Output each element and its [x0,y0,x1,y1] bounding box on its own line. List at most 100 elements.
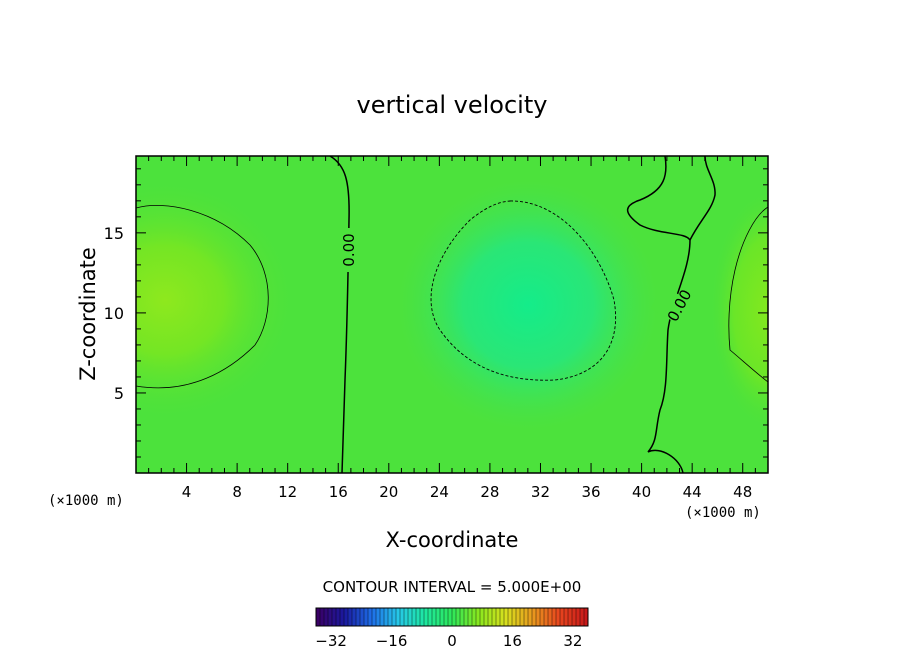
x-tick-label: 32 [531,483,550,501]
colorbar-cell [372,608,377,626]
x-tick-label: 16 [329,483,348,501]
colorbar-cell [500,608,505,626]
colorbar-cell [460,608,465,626]
colorbar-cell [536,608,541,626]
colorbar-cell [384,608,389,626]
colorbar-cell [376,608,381,626]
y-tick-label: 10 [104,304,124,323]
colorbar-cell [580,608,585,626]
x-tick-label: 12 [278,483,297,501]
colorbar-cell [520,608,525,626]
contour-label-left: 0.00 [340,233,358,266]
x-tick-label: 28 [480,483,499,501]
colorbar-frame [315,607,589,627]
contour-line-positive-left [136,205,269,389]
x-axis-label: X-coordinate [386,528,519,552]
colorbar-cell [556,608,561,626]
colorbar-cell [508,608,513,626]
colorbar-cell [540,608,545,626]
contour-label-bg-left [339,228,357,272]
colorbar-cell [544,608,549,626]
colorbar-cell [504,608,509,626]
x-unit-right: (×1000 m) [685,505,761,521]
x-unit-left: (×1000 m) [48,493,124,509]
contour-interval-text: CONTOUR INTERVAL = 5.000E+00 [323,578,582,596]
colorbar-cell [476,608,481,626]
colorbar-cell [412,608,417,626]
colorbar-cell [396,608,401,626]
colorbar-cell [352,608,357,626]
colorbar-cell [316,608,321,626]
colorbar-cell [532,608,537,626]
colorbar-cell [360,608,365,626]
colorbar-cell [472,608,477,626]
x-axis-ticks: 4 8 12 16 20 24 28 32 36 40 44 48 [148,156,756,501]
colorbar-cell [456,608,461,626]
x-tick-label: 8 [232,483,242,501]
contour-label-bg-right [650,285,702,331]
colorbar-cell [368,608,373,626]
colorbar-cell [380,608,385,626]
y-axis-ticks: 5 10 15 [104,168,768,458]
colorbar-cell [568,608,573,626]
x-tick-label: 24 [430,483,449,501]
colorbar-cell [496,608,501,626]
x-tick-label: 40 [632,483,651,501]
colorbar-cell [552,608,557,626]
x-tick-label: 20 [379,483,398,501]
colorbar-cell [404,608,409,626]
colorbar-cell [480,608,485,626]
contour-line-zero-left [329,156,350,473]
colorbar-cell [392,608,397,626]
colorbar-cell [448,608,453,626]
colorbar-cell [324,608,329,626]
colorbar-tick-label: 32 [563,632,582,650]
colorbar-tick-label: −16 [376,632,408,650]
colorbar-cell [440,608,445,626]
colorbar-cell [364,608,369,626]
colorbar-cell [348,608,353,626]
contour-line-negative-middle [430,200,616,381]
colorbar-cell [424,608,429,626]
colorbar-tick-label: 0 [447,632,457,650]
colorbar-cell [548,608,553,626]
y-tick-label: 15 [104,224,124,243]
colorbar-cell [444,608,449,626]
colorbar-cell [432,608,437,626]
contour-line-zero-right-upper [689,156,716,241]
colorbar-cell [436,608,441,626]
colorbar-cell [332,608,337,626]
x-tick-label: 44 [683,483,702,501]
colorbar-cell [560,608,565,626]
colorbar-cell [356,608,361,626]
colorbar-cell [320,608,325,626]
colorbar-cell [400,608,405,626]
colorbar-tick-label: 16 [503,632,522,650]
y-tick-label: 5 [114,384,124,403]
colorbar-cell [512,608,517,626]
colorbar-cell [576,608,581,626]
colorbar-cell [516,608,521,626]
colorbar-cell [492,608,497,626]
colorbar-cell [564,608,569,626]
colorbar-cell [388,608,393,626]
colorbar-cell [344,608,349,626]
contour-line-positive-right [728,206,768,383]
colorbar-cell [524,608,529,626]
colorbar-cell [528,608,533,626]
colorbar-cell [484,608,489,626]
x-tick-label: 36 [581,483,600,501]
y-axis-label: Z-coordinate [76,247,100,381]
plot-area: 0.00 0.00 [136,156,768,473]
colorbar-cell [428,608,433,626]
colorbar-cell [572,608,577,626]
x-tick-label: 4 [182,483,192,501]
colorbar-cell [328,608,333,626]
colorbar-cell [336,608,341,626]
colorbar-cell [408,608,413,626]
colorbar-cell [340,608,345,626]
colorbar-cell [468,608,473,626]
colorbar-cell [464,608,469,626]
colorbar-tick-labels: −32 −16 0 16 32 [315,632,582,650]
